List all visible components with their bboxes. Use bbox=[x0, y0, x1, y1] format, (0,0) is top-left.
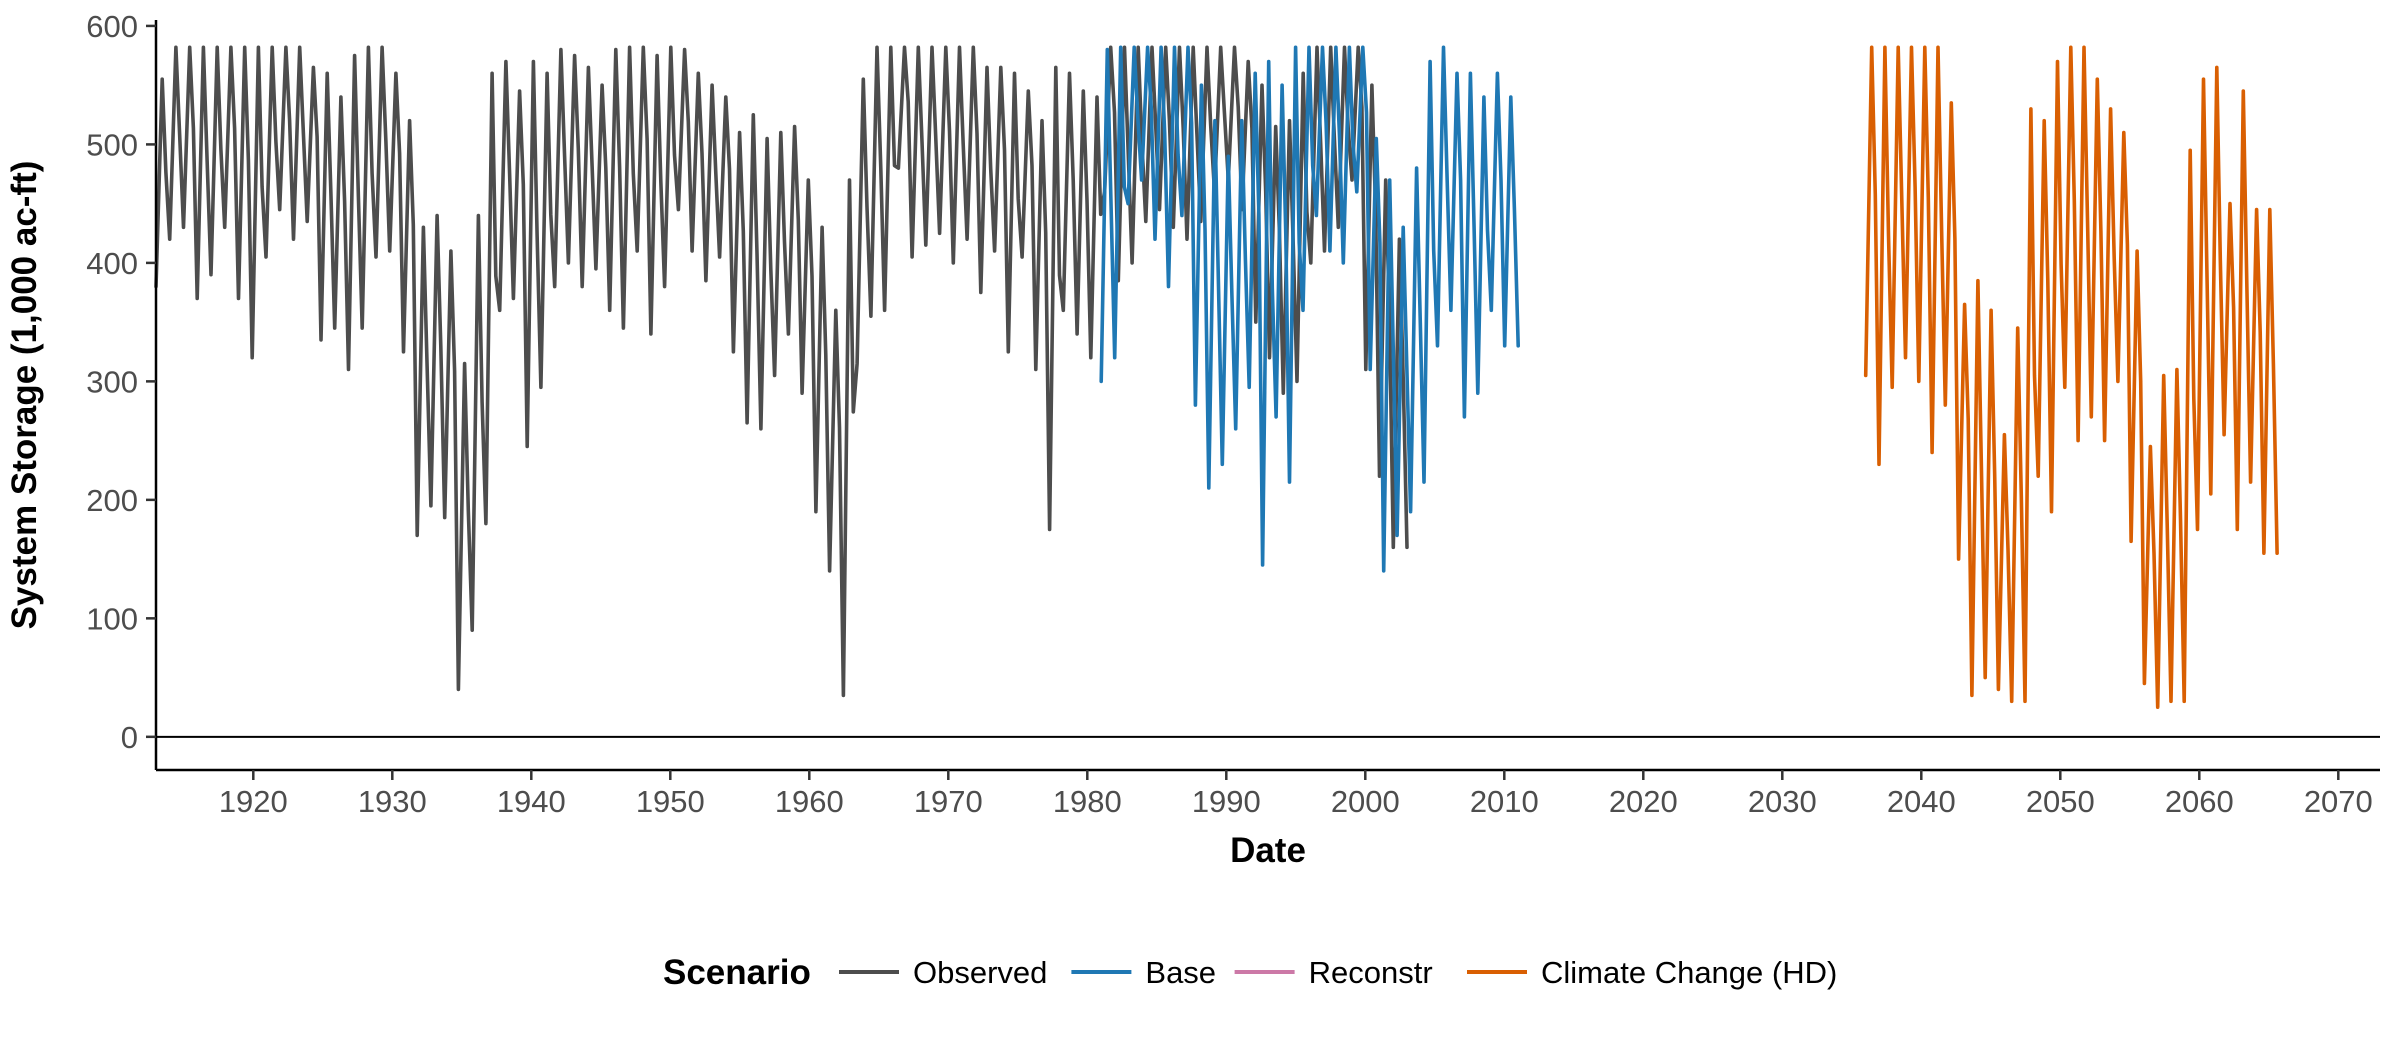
y-axis-ticks: 0 100 200 300 400 500 600 bbox=[86, 9, 156, 755]
x-tick-label: 1930 bbox=[358, 784, 427, 819]
x-tick-label: 1970 bbox=[914, 784, 983, 819]
x-tick-label: 2040 bbox=[1887, 784, 1956, 819]
x-tick-label: 2020 bbox=[1609, 784, 1678, 819]
y-tick-label: 200 bbox=[86, 483, 138, 518]
y-tick-label: 500 bbox=[86, 127, 138, 162]
x-axis-title: Date bbox=[1230, 831, 1306, 870]
x-axis-ticks: 1920 1930 1940 1950 1960 1970 1980 1990 2000 2010… bbox=[219, 770, 2373, 819]
x-tick-label: 2010 bbox=[1470, 784, 1539, 819]
legend-label-observed: Observed bbox=[913, 955, 1047, 990]
y-tick-label: 0 bbox=[121, 720, 138, 755]
x-tick-label: 1940 bbox=[497, 784, 566, 819]
x-tick-label: 1920 bbox=[219, 784, 288, 819]
legend-label-reconstr: Reconstr bbox=[1309, 955, 1433, 990]
y-tick-label: 400 bbox=[86, 246, 138, 281]
x-tick-label: 1980 bbox=[1053, 784, 1122, 819]
legend-label-climate-change-hd: Climate Change (HD) bbox=[1541, 955, 1837, 990]
x-tick-label: 2030 bbox=[1748, 784, 1817, 819]
series-line-climate-change-hd bbox=[1863, 45, 2279, 709]
series-layer bbox=[154, 45, 2279, 709]
x-tick-label: 1960 bbox=[775, 784, 844, 819]
legend-title: Scenario bbox=[663, 953, 811, 992]
series-line-base bbox=[1099, 45, 1520, 573]
legend: Scenario Observed Base Reconstr Climate Cha… bbox=[663, 953, 1837, 992]
y-tick-label: 600 bbox=[86, 9, 138, 44]
legend-label-base: Base bbox=[1145, 955, 1216, 990]
y-axis-title: System Storage (1,000 ac-ft) bbox=[5, 161, 44, 630]
x-tick-label: 2050 bbox=[2026, 784, 2095, 819]
x-tick-label: 2000 bbox=[1331, 784, 1400, 819]
y-tick-label: 300 bbox=[86, 364, 138, 399]
legend-items: Observed Base Reconstr Climate Change (HD) bbox=[839, 955, 1837, 990]
x-tick-label: 1990 bbox=[1192, 784, 1261, 819]
x-tick-label: 2060 bbox=[2165, 784, 2234, 819]
y-tick-label: 100 bbox=[86, 601, 138, 636]
x-tick-label: 2070 bbox=[2304, 784, 2373, 819]
x-tick-label: 1950 bbox=[636, 784, 705, 819]
